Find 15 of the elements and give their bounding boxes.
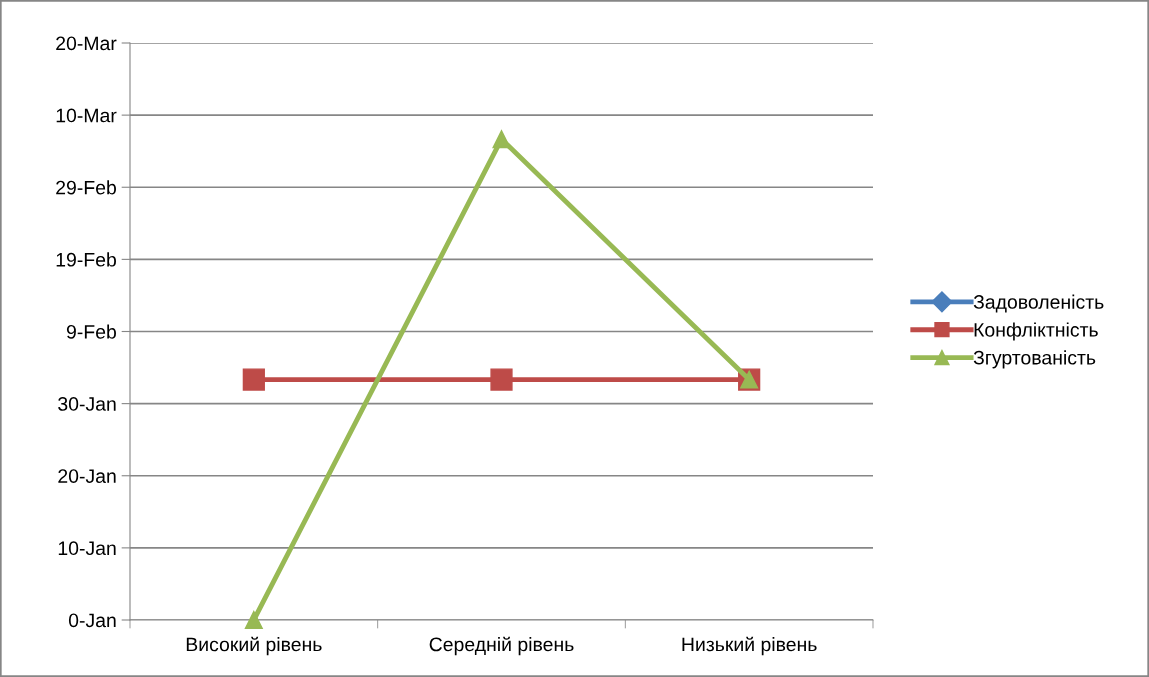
text: 0-Jan	[68, 613, 116, 628]
legend-label: Згуртованість	[973, 350, 1096, 369]
text: 10-Mar	[56, 108, 117, 123]
x-tick-label: Низький рівень	[682, 636, 817, 656]
x-tick-label: Високий рівень	[186, 636, 322, 656]
text: 19-Feb	[56, 252, 116, 267]
x-tick-label: Середній рівень	[429, 636, 574, 656]
text: 30-Jan	[58, 397, 116, 411]
text: 20-Mar	[56, 36, 117, 51]
text: 10-Jan	[58, 541, 116, 556]
legend-label: Конфліктність	[974, 322, 1098, 341]
legend-label: Задоволеність	[973, 294, 1104, 313]
text: 29-Feb	[56, 180, 116, 195]
text: 9-Feb	[66, 324, 116, 339]
text: 20-Jan	[58, 469, 116, 483]
